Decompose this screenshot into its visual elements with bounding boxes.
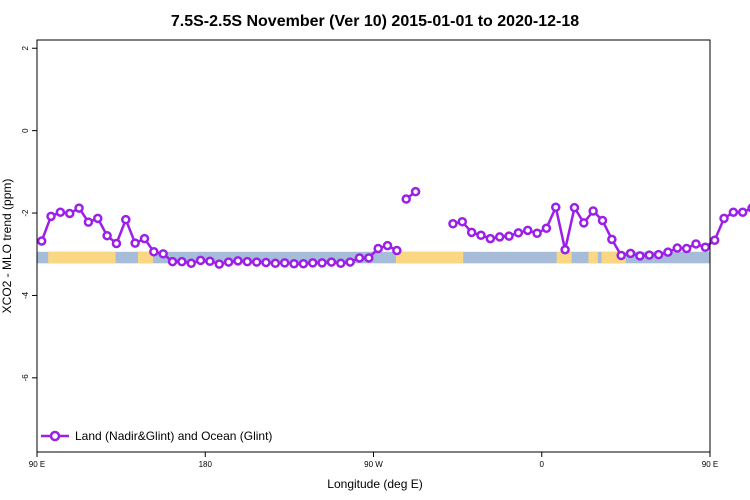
data-point bbox=[167, 256, 178, 267]
x-axis-label: Longitude (deg E) bbox=[327, 477, 422, 491]
data-point bbox=[326, 257, 337, 267]
data-point bbox=[728, 207, 739, 217]
data-point bbox=[541, 223, 552, 234]
data-point bbox=[719, 213, 729, 224]
strip-land bbox=[48, 251, 116, 264]
data-point bbox=[644, 250, 654, 260]
data-point bbox=[494, 232, 505, 242]
data-point bbox=[130, 238, 140, 248]
data-point bbox=[195, 255, 206, 266]
data-point bbox=[616, 250, 626, 261]
data-point bbox=[737, 207, 748, 217]
data-point bbox=[307, 258, 318, 268]
data-point bbox=[653, 249, 664, 260]
data-point bbox=[607, 234, 617, 245]
data-point bbox=[354, 253, 365, 263]
data-point bbox=[448, 219, 458, 229]
legend-marker bbox=[49, 430, 61, 442]
x-tick-label: 90 E bbox=[29, 460, 45, 469]
data-point bbox=[485, 233, 496, 244]
data-point bbox=[93, 213, 103, 224]
data-point bbox=[279, 258, 290, 268]
x-tick-label: 180 bbox=[199, 460, 213, 469]
data-point bbox=[83, 217, 94, 227]
data-point bbox=[476, 230, 486, 241]
data-point bbox=[139, 233, 150, 244]
data-point bbox=[223, 257, 234, 267]
data-point bbox=[233, 256, 243, 266]
data-point bbox=[700, 242, 711, 252]
strip-land bbox=[395, 251, 464, 264]
data-point bbox=[588, 206, 598, 216]
data-point bbox=[560, 244, 570, 255]
data-point bbox=[205, 256, 215, 266]
data-point bbox=[635, 251, 645, 261]
data-point bbox=[64, 208, 75, 219]
y-tick-label: 2 bbox=[21, 45, 30, 50]
data-point bbox=[251, 257, 262, 267]
data-point bbox=[242, 256, 253, 267]
data-point bbox=[373, 243, 383, 254]
data-point bbox=[289, 258, 299, 269]
data-point bbox=[392, 245, 402, 256]
data-point bbox=[579, 218, 589, 228]
data-point bbox=[532, 228, 542, 238]
data-point bbox=[121, 214, 131, 225]
data-point bbox=[364, 253, 374, 263]
data-point bbox=[466, 227, 477, 238]
data-point bbox=[401, 194, 411, 204]
x-tick-label: 90 W bbox=[364, 460, 383, 469]
axis-ticks: 90 E 180 90 W 0 90 E 2 0 -2 -4 -6 bbox=[21, 45, 718, 469]
series-line bbox=[452, 206, 750, 258]
data-point bbox=[186, 258, 196, 269]
data-point bbox=[597, 215, 608, 226]
data-point bbox=[672, 243, 683, 253]
data-point bbox=[298, 258, 309, 269]
x-tick-label: 90 E bbox=[702, 460, 718, 469]
strip-land bbox=[601, 251, 626, 264]
data-point bbox=[345, 257, 355, 267]
data-point bbox=[317, 258, 327, 268]
data-point bbox=[522, 225, 533, 236]
data-point bbox=[513, 228, 524, 238]
data-point bbox=[625, 248, 636, 259]
series-layer bbox=[36, 186, 750, 269]
data-point bbox=[158, 249, 168, 259]
data-point bbox=[569, 202, 580, 213]
data-point bbox=[382, 240, 393, 251]
legend: Land (Nadir&Glint) and Ocean (Glint) bbox=[41, 429, 272, 443]
data-point bbox=[111, 238, 122, 249]
data-point bbox=[214, 259, 225, 269]
y-tick-label: -6 bbox=[21, 374, 30, 382]
data-point bbox=[36, 236, 47, 246]
data-point bbox=[457, 216, 468, 227]
y-tick-label: -4 bbox=[21, 291, 30, 299]
data-point bbox=[709, 235, 720, 245]
strip-land bbox=[137, 251, 153, 264]
data-point bbox=[504, 231, 514, 241]
y-tick-label: 0 bbox=[21, 128, 30, 133]
strip-land bbox=[556, 251, 572, 264]
data-point bbox=[102, 230, 112, 241]
x-tick-label: 0 bbox=[540, 460, 545, 469]
y-axis-label: XCO2 - MLO trend (ppm) bbox=[0, 179, 14, 314]
data-point bbox=[74, 203, 84, 213]
data-point bbox=[149, 247, 159, 257]
data-point bbox=[261, 257, 271, 268]
data-point bbox=[410, 186, 421, 197]
data-point bbox=[270, 258, 281, 269]
data-point bbox=[55, 207, 66, 217]
data-point bbox=[691, 239, 701, 249]
y-tick-label: -2 bbox=[21, 209, 30, 217]
data-point bbox=[551, 202, 561, 213]
data-point bbox=[177, 256, 187, 267]
chart-title: 7.5S-2.5S November (Ver 10) 2015-01-01 t… bbox=[171, 13, 579, 30]
data-point bbox=[336, 258, 346, 269]
data-point bbox=[46, 211, 56, 222]
legend-label: Land (Nadir&Glint) and Ocean (Glint) bbox=[75, 429, 272, 443]
data-point bbox=[681, 243, 692, 254]
strip-land bbox=[588, 251, 598, 264]
data-point bbox=[663, 247, 673, 257]
